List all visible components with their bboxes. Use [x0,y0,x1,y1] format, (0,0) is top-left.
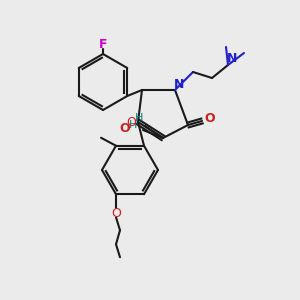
Text: H: H [135,113,143,123]
Text: O: O [120,122,130,136]
Text: N: N [174,77,184,91]
Text: H: H [129,120,137,130]
Text: O: O [126,116,136,128]
Text: F: F [99,38,107,52]
Text: N: N [227,52,237,65]
Text: O: O [205,112,215,125]
Text: O: O [111,207,121,220]
